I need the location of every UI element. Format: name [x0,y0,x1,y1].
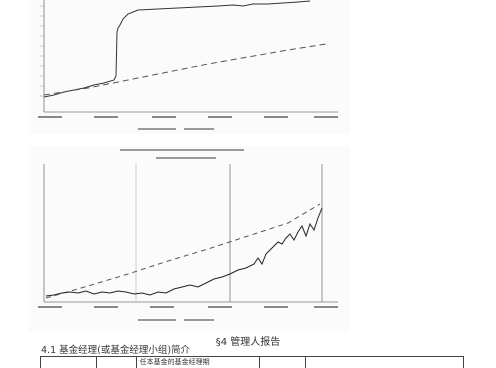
chart-bottom-benchmark-line [45,203,321,299]
nav-growth-chart-top [28,0,350,134]
table-header-cell-1 [41,357,97,368]
chart-top-fund-line [43,0,311,98]
subsection-title: 4.1 基金经理(或基金经理小组)简介 [41,345,191,356]
chart-bottom-x-tick-labels [38,306,338,308]
section-title: §4 管理人报告 [215,337,281,348]
chart-top-x-tick-labels [38,116,338,118]
chart-bottom-legend [138,319,214,321]
table-header-cell-3: 任本基金的基金经理期 [137,357,260,368]
table-header-cell-2 [97,357,137,368]
chart-bottom-title-placeholder [120,149,244,159]
table-header-cell-4 [260,357,306,368]
chart-top-legend [138,128,214,130]
chart-top-benchmark-line [43,43,327,96]
chart-bottom-background [28,146,350,332]
nav-growth-chart-bottom [28,146,350,332]
chart-bottom-fund-line [45,207,323,297]
table-header-cell-5 [306,357,463,368]
manager-table-header-row: 任本基金的基金经理期 [40,356,464,368]
chart-bottom-svg [28,146,350,332]
chart-top-svg [28,0,350,134]
chart-top-background [28,0,350,134]
chart-top-y-ticks [40,5,44,97]
